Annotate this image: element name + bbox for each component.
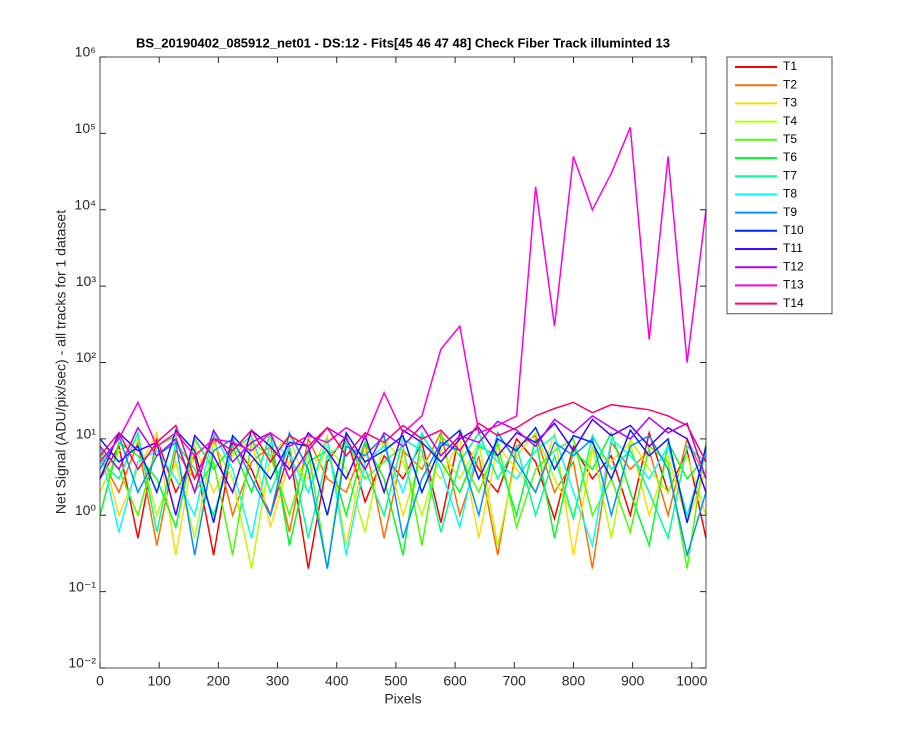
legend-label: T1 (783, 59, 797, 73)
x-tick-label: 300 (266, 673, 290, 689)
y-tick-label: 10² (76, 349, 97, 365)
legend-label: T8 (783, 187, 797, 201)
series-line (99, 414, 707, 495)
series-line (99, 430, 707, 569)
series-line (99, 127, 707, 463)
series-line (99, 430, 707, 556)
legend-label: T7 (783, 168, 797, 182)
legend-label: T14 (783, 296, 804, 310)
legend-label: T6 (783, 150, 797, 164)
y-tick-label: 10⁶ (75, 44, 96, 60)
x-tick-label: 900 (621, 673, 645, 689)
legend-label: T4 (783, 114, 797, 128)
y-tick-label: 10⁻¹ (68, 578, 96, 594)
series-line (99, 418, 707, 516)
y-tick-label: 10⁵ (75, 120, 96, 136)
legend-label: T3 (783, 96, 797, 110)
y-tick-label: 10⁻² (68, 655, 96, 671)
y-tick-label: 10¹ (76, 426, 97, 442)
x-tick-label: 500 (384, 673, 408, 689)
legend-label: T9 (783, 205, 797, 219)
y-axis-label: Net Signal (ADU/pix/sec) - all tracks fo… (53, 210, 69, 514)
series-line (99, 401, 707, 481)
legend-label: T13 (783, 278, 804, 292)
y-tick-label: 10³ (76, 273, 97, 289)
series-line (99, 431, 707, 569)
legend-label: T2 (783, 77, 797, 91)
y-tick-label: 10⁴ (74, 196, 96, 212)
legend-box (726, 56, 833, 315)
x-tick-label: 800 (562, 673, 586, 689)
x-tick-label: 1000 (676, 673, 707, 689)
legend-label: T12 (783, 259, 804, 273)
legend-label: T10 (783, 223, 804, 237)
legend-label: T5 (783, 132, 797, 146)
x-tick-label: 400 (325, 673, 349, 689)
chart-title: BS_20190402_085912_net01 - DS:12 - Fits[… (136, 35, 670, 50)
x-tick-label: 600 (443, 673, 467, 689)
x-tick-label: 0 (96, 673, 104, 689)
x-axis-label: Pixels (384, 691, 421, 707)
legend-label: T11 (783, 241, 803, 255)
x-tick-label: 100 (148, 673, 172, 689)
series-line (99, 430, 707, 556)
x-tick-label: 200 (207, 673, 231, 689)
series-line (99, 426, 707, 523)
x-tick-label: 700 (503, 673, 527, 689)
y-tick-label: 10⁰ (75, 502, 97, 518)
